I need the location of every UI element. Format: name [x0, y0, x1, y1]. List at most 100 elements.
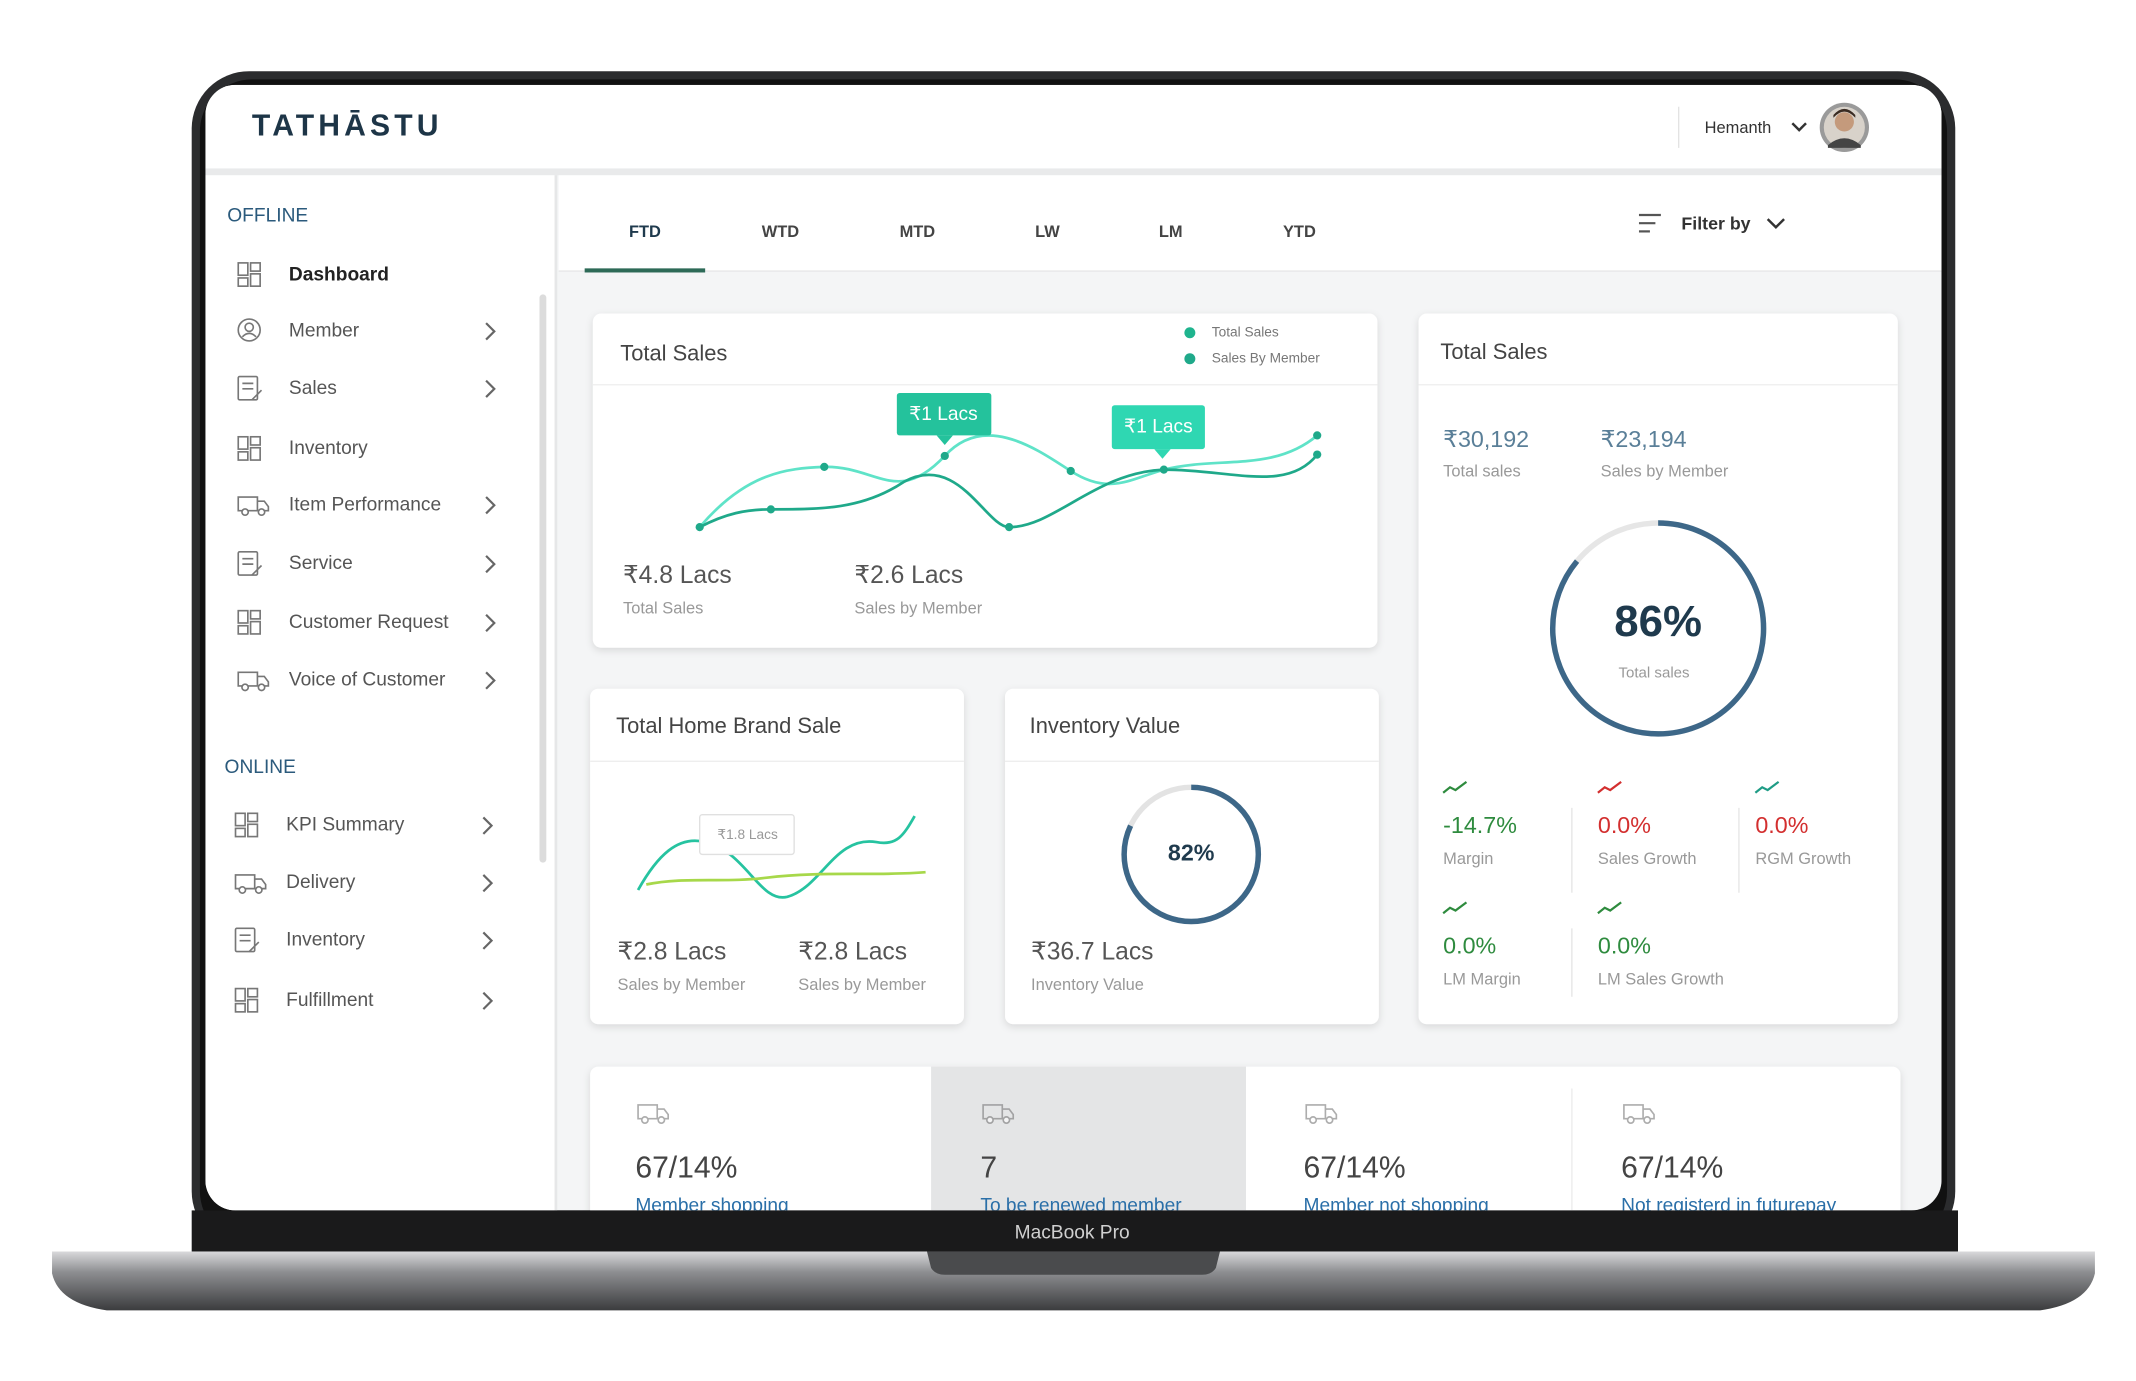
stat-label: Inventory Value	[1031, 976, 1144, 994]
tile-label[interactable]: To be renewed member	[980, 1195, 1182, 1216]
header	[205, 84, 1942, 170]
stat-label: Sales by Member	[854, 600, 982, 618]
legend-label: Sales By Member	[1212, 350, 1320, 365]
tab-bar	[558, 175, 1942, 272]
menu-label[interactable]: Inventory	[286, 930, 365, 951]
tab[interactable]: LW	[1035, 223, 1060, 241]
gauge-arc	[1549, 520, 1767, 737]
filter-chevron[interactable]	[1766, 218, 1785, 230]
menu-label[interactable]: Customer Request	[289, 612, 449, 633]
user-menu-chevron[interactable]	[1791, 122, 1807, 132]
filter-icon[interactable]	[1638, 213, 1661, 233]
trend-icon	[1442, 901, 1468, 915]
menu-label[interactable]: Sales	[289, 378, 337, 399]
tile-value: 67/14%	[1621, 1151, 1723, 1184]
period-tabs: FTD WTD MTD LW LM YTD	[629, 223, 1316, 241]
icon-part	[247, 812, 259, 823]
gauge-caption: Total sales	[1618, 665, 1689, 682]
menu-label[interactable]: Dashboard	[289, 264, 389, 285]
legend-dot	[1184, 353, 1196, 365]
tab[interactable]: WTD	[762, 223, 800, 241]
icon-part	[237, 318, 261, 342]
user-name[interactable]: Hemanth	[1705, 119, 1772, 137]
icon-part	[234, 987, 246, 1002]
icon-part	[247, 987, 259, 998]
menu-item[interactable]: Inventory	[234, 927, 494, 953]
icon-part	[985, 1116, 994, 1124]
menu-label[interactable]: Item Performance	[289, 494, 441, 515]
trend-icon	[1597, 901, 1622, 915]
tile-label[interactable]: Member shopping	[635, 1195, 788, 1216]
section-title: OFFLINE	[227, 205, 308, 226]
menu-chevron[interactable]	[485, 614, 496, 632]
icon-part	[249, 620, 261, 635]
tab[interactable]: LM	[1159, 223, 1183, 241]
base-notch	[926, 1251, 1220, 1275]
tile-label[interactable]: Not registerd in futurepay	[1621, 1195, 1837, 1216]
menu-label[interactable]: Delivery	[286, 872, 356, 893]
icon-part	[237, 375, 259, 401]
menu-chevron[interactable]	[482, 991, 494, 1010]
menu-item[interactable]: Inventory	[237, 435, 368, 461]
active-tab-indicator	[584, 268, 706, 273]
stat-value: ₹2.8 Lacs	[798, 938, 907, 965]
metric-label: Margin	[1443, 850, 1493, 868]
menu-chevron[interactable]	[485, 671, 496, 690]
gauge-arc	[1121, 784, 1262, 925]
stat-value: ₹36.7 Lacs	[1031, 938, 1153, 965]
card-title: Inventory Value	[1030, 713, 1181, 738]
icon-part	[254, 886, 263, 894]
icon-part	[1643, 1116, 1652, 1124]
tab[interactable]: YTD	[1283, 223, 1316, 241]
menu-chevron[interactable]	[482, 816, 494, 835]
menu-item[interactable]: Customer Request	[237, 609, 496, 635]
menu-label[interactable]: Inventory	[289, 438, 368, 459]
menu-item[interactable]: Member	[237, 318, 496, 342]
menu-label[interactable]: Fulfillment	[286, 990, 374, 1011]
icon-part	[238, 886, 247, 894]
tab[interactable]: FTD	[629, 223, 661, 241]
stat-label: Sales by Member	[1601, 463, 1729, 481]
metrics: -14.7% Margin 0.0% Sales Growth 0.0% RGM Grow…	[1442, 780, 1851, 989]
menu-chevron[interactable]	[482, 874, 494, 893]
menu-chevron[interactable]	[485, 496, 496, 515]
menu-item[interactable]: Sales	[237, 375, 496, 401]
card-title: Total Sales	[620, 340, 727, 365]
icon-part	[234, 1002, 246, 1013]
menu-label[interactable]: Voice of Customer	[289, 670, 446, 691]
menu-item[interactable]: Item Performance	[237, 494, 496, 517]
gauge-label: 86%	[1614, 597, 1702, 646]
scrollbar[interactable]	[539, 294, 547, 863]
menu-chevron[interactable]	[485, 322, 496, 341]
avatar[interactable]	[1819, 102, 1869, 152]
menu-label[interactable]: Service	[289, 553, 353, 574]
icon-part	[241, 508, 250, 517]
menu-chevron[interactable]	[485, 555, 496, 574]
tile-label[interactable]: Member not shopping	[1304, 1195, 1489, 1216]
menu-item[interactable]: Voice of Customer	[237, 670, 496, 692]
menu-item[interactable]: Dashboard	[237, 262, 389, 287]
brand-logo: TATHĀSTU	[252, 109, 443, 142]
menu-item[interactable]: Fulfillment	[234, 987, 494, 1013]
tile-highlight	[931, 1066, 1246, 1211]
icon-part	[237, 550, 259, 576]
menu-chevron[interactable]	[482, 931, 494, 950]
menu-item[interactable]: Delivery	[234, 872, 494, 894]
card	[1005, 688, 1379, 1025]
menu-item[interactable]: KPI Summary	[234, 812, 494, 838]
callout	[1111, 405, 1205, 450]
menu-item[interactable]: Service	[237, 550, 496, 576]
menu-label[interactable]: KPI Summary	[286, 815, 405, 836]
filter-label[interactable]: Filter by	[1681, 213, 1750, 233]
menu-label[interactable]: Member	[289, 320, 360, 341]
stat-value: ₹23,194	[1601, 426, 1687, 452]
callout-label: ₹1.8 Lacs	[717, 827, 778, 842]
trend-line	[698, 434, 1319, 529]
icon-part	[237, 435, 249, 450]
stat-value: ₹30,192	[1443, 426, 1529, 452]
metric-label: RGM Growth	[1755, 850, 1851, 868]
menu-chevron[interactable]	[485, 379, 496, 398]
tab[interactable]: MTD	[900, 223, 936, 241]
icon-part	[237, 277, 249, 287]
icon-part	[249, 262, 261, 272]
